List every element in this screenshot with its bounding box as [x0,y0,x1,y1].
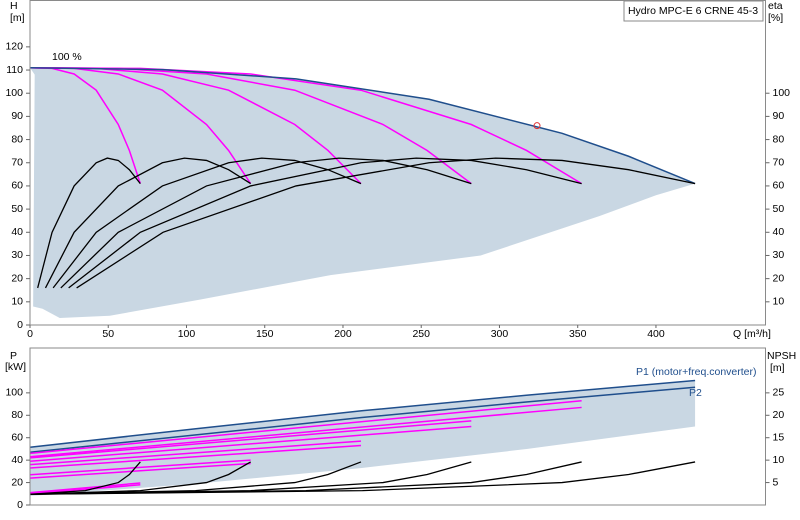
x-tick-label: 100 [178,328,196,340]
y2-tick-label: 80 [773,133,785,145]
x-tick-label: 250 [412,328,430,340]
curve [29,66,583,185]
y-tick-label: 10 [11,296,23,308]
secondary-curve [29,461,141,495]
secondary-curve [60,157,472,289]
annotation: P1 (motor+freq.converter) [636,366,757,378]
y2-tick-label: 60 [773,180,785,192]
y-tick-label: 60 [11,180,23,192]
y2-axis-unit: [%] [768,12,783,24]
secondary-curve [37,157,141,289]
y-tick-label: 20 [11,272,23,284]
y-axis-label: H [10,0,18,12]
y-tick-label: 80 [11,133,23,145]
y-tick-label: 0 [17,499,23,511]
plot-frame [29,347,766,506]
operating-area [30,67,696,319]
y-axis-unit: [kW] [5,361,26,373]
y-tick-label: 90 [11,110,23,122]
x-tick-label: 200 [334,328,352,340]
y-tick-label: 60 [11,431,23,443]
duty-point [533,122,541,130]
y-axis-label: P [10,350,17,362]
y-tick-label: 30 [11,249,23,261]
secondary-curve [68,157,582,289]
x-tick-label: 300 [491,328,509,340]
y2-tick-label: 25 [773,387,785,399]
y-tick-label: 20 [11,476,23,488]
y-tick-label: 110 [6,64,23,76]
y-tick-label: 40 [11,454,23,466]
secondary-curve [76,157,696,289]
y2-axis-label: NPSH [767,350,796,362]
y-tick-label: 80 [11,409,23,421]
x-axis-label: Q [m³/h] [733,328,771,340]
curve [29,444,362,469]
y2-tick-label: 70 [773,157,785,169]
curve [29,420,472,459]
secondary-curve [44,157,251,289]
x-tick-label: 400 [647,328,665,340]
y2-tick-label: 90 [773,110,785,122]
x-tick-label: 0 [27,328,33,340]
y2-tick-label: 10 [773,454,785,466]
y-tick-label: 120 [5,41,23,53]
y2-tick-label: 40 [773,226,785,238]
x-tick-label: 150 [256,328,274,340]
x-tick-label: 350 [569,328,587,340]
secondary-curve [29,461,696,495]
y2-tick-label: 30 [773,249,785,261]
y2-tick-label: 5 [773,476,779,488]
y-tick-label: 100 [5,87,23,99]
y2-tick-label: 50 [773,203,785,215]
curve [29,459,251,476]
y2-axis-unit: [m] [770,362,785,374]
plots: 0102030405060708090100110120102030405060… [5,0,791,511]
curve [29,379,696,448]
curve [29,399,582,455]
y2-tick-label: 10 [773,296,785,308]
curve [29,462,251,479]
y-tick-label: 50 [11,203,23,215]
y-tick-label: 40 [11,226,23,238]
y-tick-label: 100 [5,387,23,399]
y-tick-label: 0 [17,319,23,331]
y2-tick-label: 100 [773,87,791,99]
curve [29,484,141,495]
annotation: 100 % [52,51,82,63]
curve [29,482,141,494]
x-tick-label: 50 [102,328,114,340]
y-axis-unit: [m] [10,12,25,24]
y-tick-label: 70 [11,157,23,169]
curve [29,425,472,463]
curve [29,440,362,466]
y2-tick-label: 20 [773,409,785,421]
y2-tick-label: 15 [773,431,785,443]
curve [29,406,582,458]
curve [29,66,696,185]
y2-tick-label: 20 [773,272,785,284]
annotation: P2 [689,387,702,399]
curve [29,386,696,454]
y2-axis-label: eta [768,0,783,12]
secondary-curve [29,461,251,495]
chart-title: Hydro MPC-E 6 CRNE 45-3 [628,5,758,17]
secondary-curve [52,157,362,289]
